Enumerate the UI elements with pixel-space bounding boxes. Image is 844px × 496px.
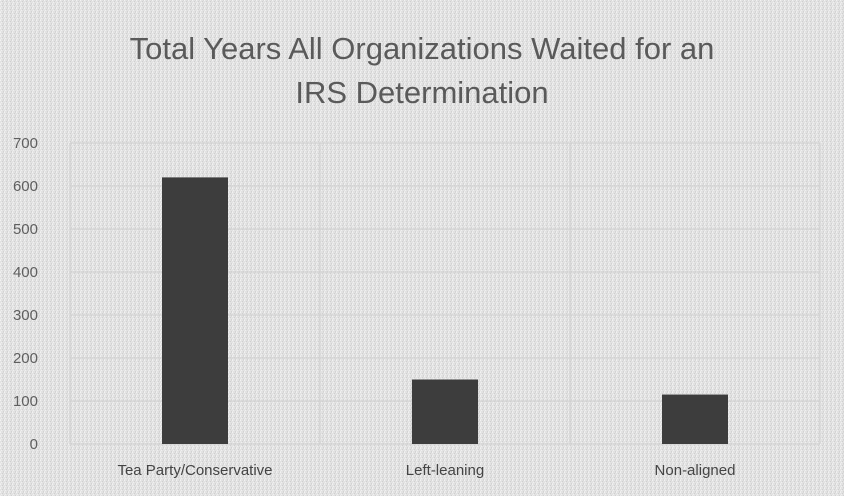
bar-non-aligned xyxy=(662,395,728,444)
bar-left-leaning xyxy=(412,380,478,445)
x-category-label: Non-aligned xyxy=(655,462,736,479)
y-tick-label: 300 xyxy=(13,307,38,324)
y-tick-label: 0 xyxy=(30,436,38,453)
x-category-label: Left-leaning xyxy=(406,462,484,479)
bar-tea-party-conservative xyxy=(162,177,228,444)
chart-title-line-2: IRS Determination xyxy=(295,75,548,110)
y-tick-label: 200 xyxy=(13,350,38,367)
y-tick-label: 600 xyxy=(13,178,38,195)
y-tick-label: 500 xyxy=(13,221,38,238)
y-tick-label: 700 xyxy=(13,135,38,152)
y-tick-label: 400 xyxy=(13,264,38,281)
x-category-label: Tea Party/Conservative xyxy=(117,462,272,479)
y-tick-label: 100 xyxy=(13,393,38,410)
chart-title-line-1: Total Years All Organizations Waited for… xyxy=(130,31,715,66)
